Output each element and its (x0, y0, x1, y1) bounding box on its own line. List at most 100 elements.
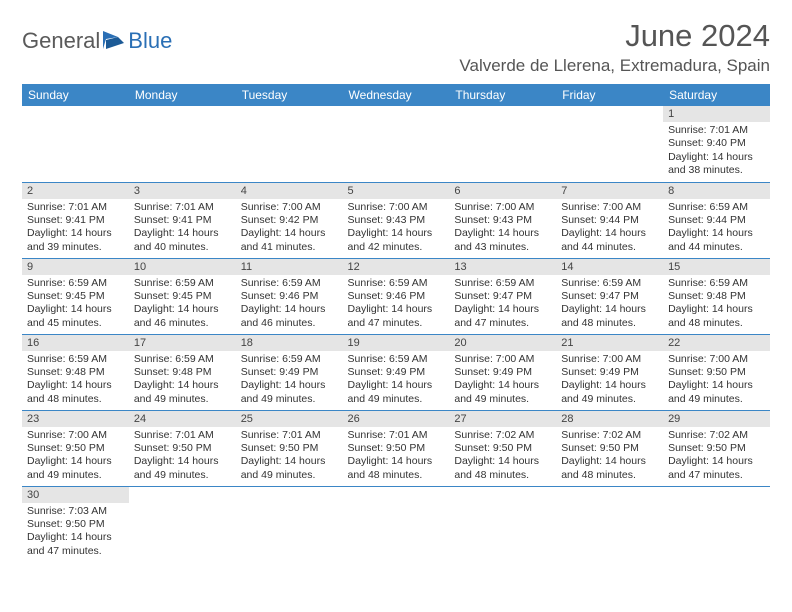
calendar-cell (129, 486, 236, 562)
calendar-cell: 3Sunrise: 7:01 AMSunset: 9:41 PMDaylight… (129, 182, 236, 258)
daylight1-text: Daylight: 14 hours (348, 227, 445, 240)
day-number: 1 (663, 106, 770, 122)
calendar-cell: 23Sunrise: 7:00 AMSunset: 9:50 PMDayligh… (22, 410, 129, 486)
daylight1-text: Daylight: 14 hours (27, 303, 124, 316)
daylight2-text: and 47 minutes. (668, 469, 765, 482)
daylight1-text: Daylight: 14 hours (454, 379, 551, 392)
sunrise-text: Sunrise: 6:59 AM (348, 353, 445, 366)
day-header: Saturday (663, 84, 770, 106)
daylight2-text: and 47 minutes. (454, 317, 551, 330)
calendar-cell: 21Sunrise: 7:00 AMSunset: 9:49 PMDayligh… (556, 334, 663, 410)
daylight2-text: and 49 minutes. (668, 393, 765, 406)
daylight1-text: Daylight: 14 hours (348, 303, 445, 316)
day-details: Sunrise: 6:59 AMSunset: 9:46 PMDaylight:… (236, 275, 343, 334)
sunrise-text: Sunrise: 7:00 AM (27, 429, 124, 442)
day-details: Sunrise: 6:59 AMSunset: 9:49 PMDaylight:… (343, 351, 450, 410)
day-details: Sunrise: 7:01 AMSunset: 9:50 PMDaylight:… (129, 427, 236, 486)
daylight2-text: and 47 minutes. (27, 545, 124, 558)
day-details: Sunrise: 7:00 AMSunset: 9:42 PMDaylight:… (236, 199, 343, 258)
daylight2-text: and 48 minutes. (27, 393, 124, 406)
calendar-cell: 30Sunrise: 7:03 AMSunset: 9:50 PMDayligh… (22, 486, 129, 562)
sunrise-text: Sunrise: 7:02 AM (561, 429, 658, 442)
day-details: Sunrise: 7:01 AMSunset: 9:41 PMDaylight:… (22, 199, 129, 258)
sunset-text: Sunset: 9:50 PM (454, 442, 551, 455)
sunrise-text: Sunrise: 7:01 AM (27, 201, 124, 214)
calendar-cell: 8Sunrise: 6:59 AMSunset: 9:44 PMDaylight… (663, 182, 770, 258)
day-number: 4 (236, 183, 343, 199)
logo-text-general: General (22, 28, 100, 54)
calendar-cell: 1Sunrise: 7:01 AMSunset: 9:40 PMDaylight… (663, 106, 770, 182)
sunrise-text: Sunrise: 7:00 AM (454, 201, 551, 214)
sunset-text: Sunset: 9:43 PM (348, 214, 445, 227)
calendar-week-row: 9Sunrise: 6:59 AMSunset: 9:45 PMDaylight… (22, 258, 770, 334)
sunset-text: Sunset: 9:49 PM (454, 366, 551, 379)
title-block: June 2024 Valverde de Llerena, Extremadu… (459, 18, 770, 76)
day-details: Sunrise: 7:00 AMSunset: 9:43 PMDaylight:… (449, 199, 556, 258)
daylight2-text: and 49 minutes. (27, 469, 124, 482)
location-subtitle: Valverde de Llerena, Extremadura, Spain (459, 56, 770, 76)
calendar-cell (22, 106, 129, 182)
day-details: Sunrise: 7:00 AMSunset: 9:44 PMDaylight:… (556, 199, 663, 258)
day-number: 5 (343, 183, 450, 199)
day-number: 28 (556, 411, 663, 427)
day-header-row: Sunday Monday Tuesday Wednesday Thursday… (22, 84, 770, 106)
calendar-cell (343, 486, 450, 562)
day-details: Sunrise: 6:59 AMSunset: 9:48 PMDaylight:… (129, 351, 236, 410)
calendar-cell: 18Sunrise: 6:59 AMSunset: 9:49 PMDayligh… (236, 334, 343, 410)
calendar-cell: 12Sunrise: 6:59 AMSunset: 9:46 PMDayligh… (343, 258, 450, 334)
day-number (22, 106, 129, 122)
day-number: 25 (236, 411, 343, 427)
calendar-cell: 14Sunrise: 6:59 AMSunset: 9:47 PMDayligh… (556, 258, 663, 334)
day-details: Sunrise: 6:59 AMSunset: 9:48 PMDaylight:… (663, 275, 770, 334)
calendar-cell (236, 106, 343, 182)
daylight1-text: Daylight: 14 hours (561, 227, 658, 240)
sunset-text: Sunset: 9:42 PM (241, 214, 338, 227)
calendar-week-row: 16Sunrise: 6:59 AMSunset: 9:48 PMDayligh… (22, 334, 770, 410)
logo-text-blue: Blue (128, 28, 172, 54)
calendar-cell: 2Sunrise: 7:01 AMSunset: 9:41 PMDaylight… (22, 182, 129, 258)
day-details: Sunrise: 6:59 AMSunset: 9:49 PMDaylight:… (236, 351, 343, 410)
daylight2-text: and 49 minutes. (454, 393, 551, 406)
sunrise-text: Sunrise: 7:01 AM (348, 429, 445, 442)
day-details: Sunrise: 7:01 AMSunset: 9:50 PMDaylight:… (236, 427, 343, 486)
sunset-text: Sunset: 9:50 PM (241, 442, 338, 455)
sunset-text: Sunset: 9:50 PM (27, 442, 124, 455)
day-header: Thursday (449, 84, 556, 106)
day-details: Sunrise: 7:00 AMSunset: 9:49 PMDaylight:… (449, 351, 556, 410)
calendar-cell (556, 486, 663, 562)
sunset-text: Sunset: 9:48 PM (27, 366, 124, 379)
sunrise-text: Sunrise: 7:01 AM (134, 201, 231, 214)
day-details: Sunrise: 6:59 AMSunset: 9:48 PMDaylight:… (22, 351, 129, 410)
calendar-cell: 28Sunrise: 7:02 AMSunset: 9:50 PMDayligh… (556, 410, 663, 486)
day-details: Sunrise: 7:02 AMSunset: 9:50 PMDaylight:… (449, 427, 556, 486)
sunset-text: Sunset: 9:44 PM (668, 214, 765, 227)
daylight1-text: Daylight: 14 hours (241, 227, 338, 240)
day-number: 9 (22, 259, 129, 275)
day-number (449, 106, 556, 122)
sunset-text: Sunset: 9:40 PM (668, 137, 765, 150)
day-details: Sunrise: 7:01 AMSunset: 9:41 PMDaylight:… (129, 199, 236, 258)
calendar-cell: 25Sunrise: 7:01 AMSunset: 9:50 PMDayligh… (236, 410, 343, 486)
daylight2-text: and 49 minutes. (241, 469, 338, 482)
day-number (236, 106, 343, 122)
daylight2-text: and 41 minutes. (241, 241, 338, 254)
calendar-cell (663, 486, 770, 562)
sunset-text: Sunset: 9:50 PM (27, 518, 124, 531)
day-details: Sunrise: 7:00 AMSunset: 9:43 PMDaylight:… (343, 199, 450, 258)
day-header: Tuesday (236, 84, 343, 106)
day-number: 21 (556, 335, 663, 351)
daylight2-text: and 49 minutes. (348, 393, 445, 406)
daylight1-text: Daylight: 14 hours (134, 379, 231, 392)
day-header: Sunday (22, 84, 129, 106)
calendar-cell: 6Sunrise: 7:00 AMSunset: 9:43 PMDaylight… (449, 182, 556, 258)
daylight2-text: and 48 minutes. (668, 317, 765, 330)
calendar-week-row: 2Sunrise: 7:01 AMSunset: 9:41 PMDaylight… (22, 182, 770, 258)
day-details: Sunrise: 7:00 AMSunset: 9:50 PMDaylight:… (22, 427, 129, 486)
calendar-cell: 26Sunrise: 7:01 AMSunset: 9:50 PMDayligh… (343, 410, 450, 486)
day-details: Sunrise: 7:01 AMSunset: 9:50 PMDaylight:… (343, 427, 450, 486)
sunset-text: Sunset: 9:41 PM (134, 214, 231, 227)
daylight2-text: and 48 minutes. (454, 469, 551, 482)
calendar-cell: 5Sunrise: 7:00 AMSunset: 9:43 PMDaylight… (343, 182, 450, 258)
calendar-cell (129, 106, 236, 182)
sunrise-text: Sunrise: 7:01 AM (668, 124, 765, 137)
